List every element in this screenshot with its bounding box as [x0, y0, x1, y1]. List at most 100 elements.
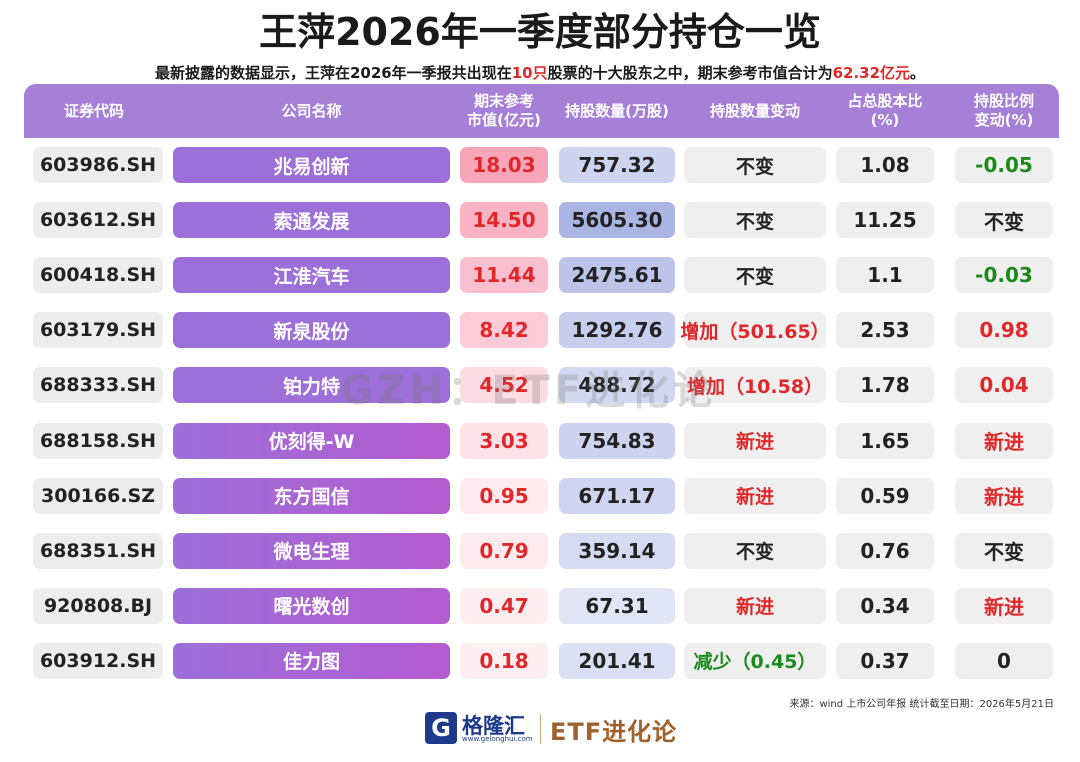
shares-change: 增加（501.65）	[680, 312, 830, 349]
source-note: 来源：wind 上市公司年报 统计截至日期：2026年5月21日	[789, 699, 1054, 710]
shares-change: 不变	[684, 257, 826, 294]
shares-change: 新进	[684, 477, 826, 514]
market-value: 0.47	[460, 587, 548, 624]
gelonghui-logo-icon: G	[425, 712, 457, 744]
stock-code: 688333.SH	[33, 367, 163, 404]
shares-held: 757.32	[559, 147, 675, 183]
ownership-pct-change: 不变	[955, 202, 1053, 239]
gelonghui-logo-name: 格隆汇	[462, 714, 525, 738]
shares-held: 5605.30	[559, 202, 675, 239]
ownership-pct: 0.76	[836, 532, 934, 569]
ownership-pct-change: 0.98	[955, 312, 1053, 349]
table-row: 300166.SZ 东方国信 0.95 671.17 新进 0.59 新进	[0, 477, 1080, 518]
col-header-shares: 持股数量(万股)	[565, 101, 669, 120]
ownership-pct: 0.37	[836, 642, 934, 679]
shares-change: 不变	[684, 147, 826, 183]
table-header: 证券代码 公司名称 期末参考 市值(亿元) 持股数量(万股) 持股数量变动 占总…	[24, 84, 1059, 138]
shares-change: 不变	[684, 202, 826, 239]
company-name: 佳力图	[173, 642, 450, 679]
footer-logos: G 格隆汇 www.gelonghui.com ETF进化论	[0, 706, 1080, 750]
ownership-pct: 1.78	[836, 367, 934, 404]
ownership-pct: 1.65	[836, 422, 934, 459]
table-row: 603179.SH 新泉股份 8.42 1292.76 增加（501.65） 2.53 0.…	[0, 312, 1080, 352]
shares-change: 增加（10.58）	[684, 367, 826, 404]
stock-code: 603986.SH	[33, 147, 163, 183]
shares-held: 488.72	[559, 367, 675, 404]
ownership-pct: 0.59	[836, 477, 934, 514]
table-row: 603986.SH 兆易创新 18.03 757.32 不变 1.08 -0.05	[0, 147, 1080, 187]
ownership-pct-change: 新进	[955, 422, 1053, 459]
ownership-pct-change: -0.03	[955, 257, 1053, 294]
stock-code: 300166.SZ	[33, 477, 163, 514]
shares-held: 671.17	[559, 477, 675, 514]
table-row: 688158.SH 优刻得-W 3.03 754.83 新进 1.65 新进	[0, 422, 1080, 463]
page-subtitle: 最新披露的数据显示，王萍在2026年一季报共出现在10只股票的十大股东之中，期末…	[0, 62, 1080, 84]
ownership-pct-change: 0	[955, 642, 1053, 679]
ownership-pct-change: 0.04	[955, 367, 1053, 404]
subtitle-part3: 。	[910, 64, 926, 82]
col-header-pct: 占总股本比 (%)	[847, 92, 923, 129]
market-value: 3.03	[460, 422, 548, 459]
stock-code: 603179.SH	[33, 312, 163, 349]
stock-code: 688158.SH	[33, 422, 163, 459]
subtitle-part1: 最新披露的数据显示，王萍在2026年一季报共出现在	[154, 64, 512, 82]
market-value: 4.52	[460, 367, 548, 404]
market-value: 18.03	[460, 147, 548, 183]
col-header-code: 证券代码	[63, 101, 124, 120]
col-header-value: 期末参考 市值(亿元)	[467, 92, 541, 129]
company-name: 江淮汽车	[173, 257, 450, 294]
company-name: 兆易创新	[173, 147, 450, 183]
shares-held: 201.41	[559, 642, 675, 679]
table-row: 603912.SH 佳力图 0.18 201.41 减少（0.45） 0.37 0	[0, 642, 1080, 683]
col-header-pct-change: 持股比例 变动(%)	[973, 92, 1034, 129]
page-title: 王萍2026年一季度部分持仓一览	[259, 10, 821, 54]
table-row: 920808.BJ 曙光数创 0.47 67.31 新进 0.34 新进	[0, 587, 1080, 628]
shares-held: 2475.61	[559, 257, 675, 294]
company-name: 微电生理	[173, 532, 450, 569]
market-value: 8.42	[460, 312, 548, 349]
ownership-pct-change: 新进	[955, 477, 1053, 514]
ownership-pct: 2.53	[836, 312, 934, 349]
subtitle-total: 62.32亿元	[832, 64, 911, 82]
gelonghui-logo-url: www.gelonghui.com	[462, 735, 533, 743]
stock-code: 920808.BJ	[33, 587, 163, 624]
company-name: 优刻得-W	[173, 422, 450, 459]
market-value: 0.79	[460, 532, 548, 569]
ownership-pct: 1.08	[836, 147, 934, 183]
logo-divider	[540, 714, 541, 744]
stock-code: 600418.SH	[33, 257, 163, 294]
shares-change: 不变	[684, 532, 826, 569]
company-name: 铂力特	[173, 367, 450, 404]
market-value: 0.95	[460, 477, 548, 514]
ownership-pct-change: 新进	[955, 587, 1053, 624]
table-row: 688351.SH 微电生理 0.79 359.14 不变 0.76 不变	[0, 532, 1080, 573]
table-row: 688333.SH 铂力特 4.52 488.72 增加（10.58） 1.78 0.04	[0, 367, 1080, 407]
shares-change: 新进	[684, 422, 826, 459]
stock-code: 603612.SH	[33, 202, 163, 239]
stock-code: 688351.SH	[33, 532, 163, 569]
ownership-pct: 11.25	[836, 202, 934, 239]
ownership-pct: 0.34	[836, 587, 934, 624]
ownership-pct-change: 不变	[955, 532, 1053, 569]
etf-logo-name: ETF进化论	[550, 718, 678, 746]
company-name: 新泉股份	[173, 312, 450, 349]
market-value: 0.18	[460, 642, 548, 679]
col-header-name: 公司名称	[281, 101, 342, 120]
table-row: 603612.SH 索通发展 14.50 5605.30 不变 11.25 不变	[0, 202, 1080, 242]
company-name: 曙光数创	[173, 587, 450, 624]
ownership-pct-change: -0.05	[955, 147, 1053, 183]
shares-change: 新进	[684, 587, 826, 624]
market-value: 14.50	[460, 202, 548, 239]
shares-change: 减少（0.45）	[684, 642, 826, 679]
shares-held: 1292.76	[559, 312, 675, 349]
market-value: 11.44	[460, 257, 548, 294]
ownership-pct: 1.1	[836, 257, 934, 294]
subtitle-count: 10只	[511, 64, 548, 82]
table-row: 600418.SH 江淮汽车 11.44 2475.61 不变 1.1 -0.03	[0, 257, 1080, 297]
shares-held: 359.14	[559, 532, 675, 569]
company-name: 东方国信	[173, 477, 450, 514]
subtitle-part2: 股票的十大股东之中，期末参考市值合计为	[547, 64, 833, 82]
stock-code: 603912.SH	[33, 642, 163, 679]
shares-held: 754.83	[559, 422, 675, 459]
shares-held: 67.31	[559, 587, 675, 624]
